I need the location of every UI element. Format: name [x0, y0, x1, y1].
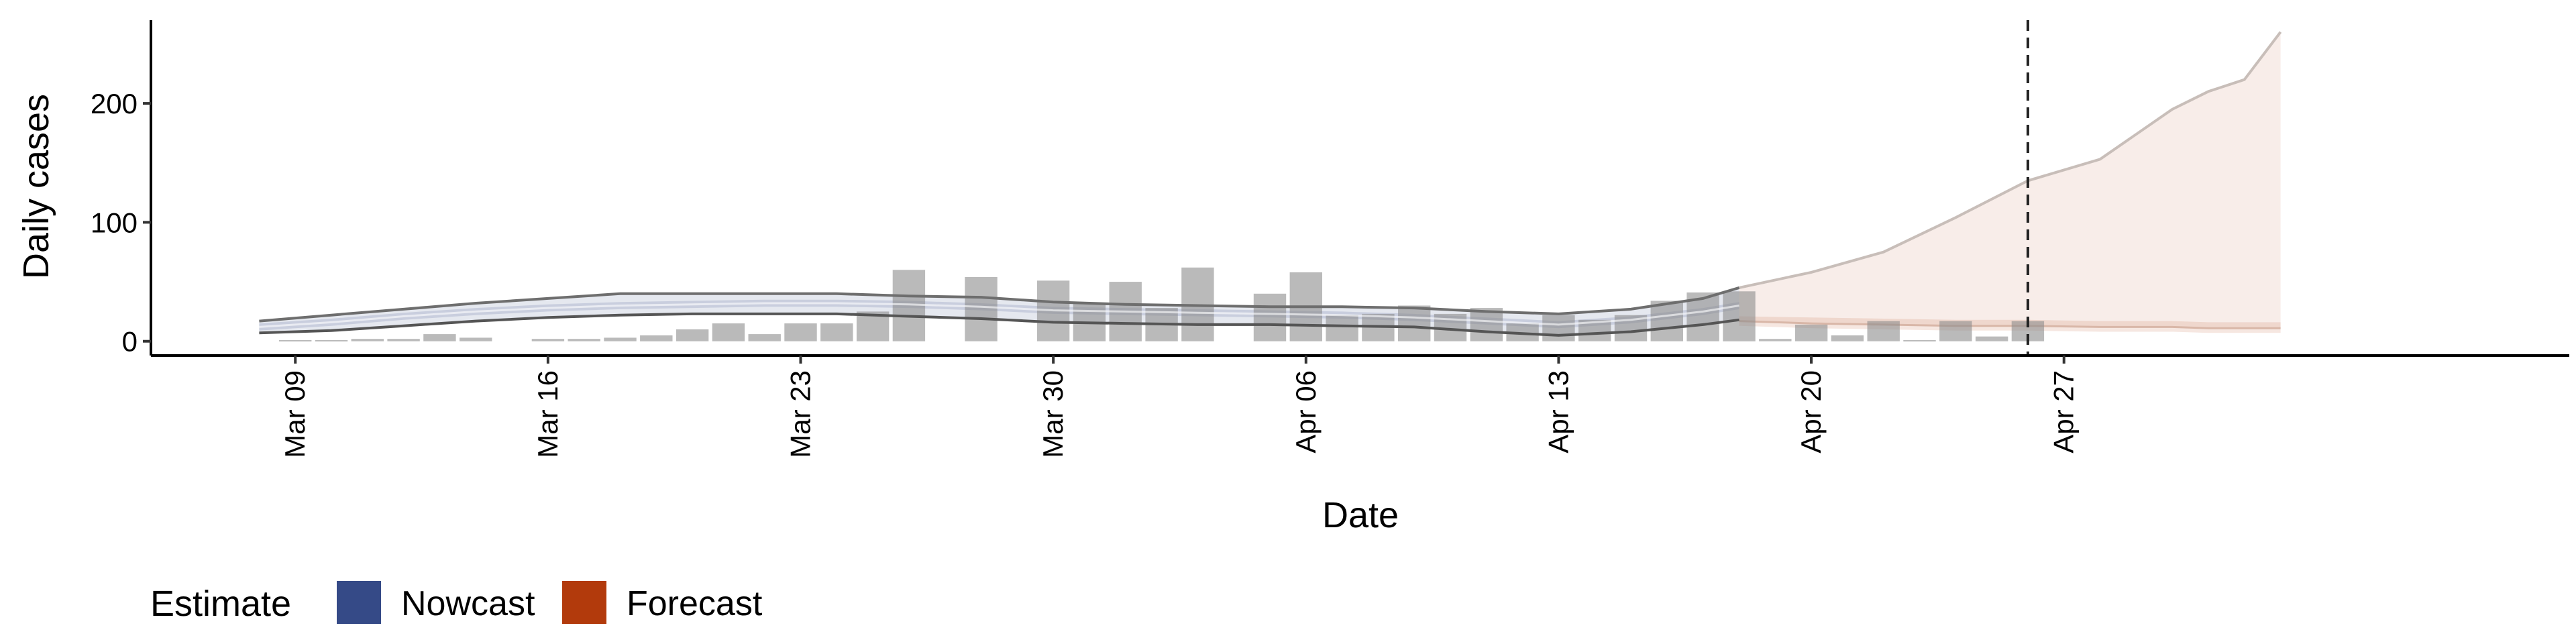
x-tick-label: Apr 13 [1542, 370, 1574, 453]
x-tick-label: Mar 09 [279, 370, 311, 458]
nowcast-upper-line [259, 286, 1740, 323]
x-tick-label: Apr 06 [1290, 370, 1322, 453]
x-tick-label: Apr 27 [2048, 370, 2080, 453]
legend-label-forecast: Forecast [627, 584, 763, 623]
legend-key-nowcast [337, 581, 381, 624]
reported-cases-bar [1542, 315, 1575, 341]
plot-area [259, 20, 2282, 356]
reported-cases-bar [315, 340, 348, 341]
y-tick-label: 100 [91, 207, 138, 238]
x-tick-label: Apr 20 [1795, 370, 1827, 453]
reported-cases-bar [423, 334, 456, 341]
reported-cases-bar [1650, 301, 1683, 341]
reported-cases-bar [568, 339, 600, 341]
reported-cases-bar [460, 337, 492, 341]
reported-cases-bar [784, 323, 817, 341]
reported-cases-bar [1398, 305, 1431, 341]
reported-cases-bar [351, 339, 384, 341]
reported-cases-bar [531, 339, 565, 341]
y-tick-label: 0 [122, 326, 138, 358]
reported-cases-bar [1253, 293, 1287, 341]
reported-cases-bar [1794, 324, 1828, 341]
forecast-lower-line [1739, 320, 2281, 329]
reported-cases-bar [1326, 315, 1358, 341]
y-axis-title: Daily cases [16, 94, 56, 279]
reported-cases-bar [676, 329, 709, 341]
axes: 0 100 200 Mar 09 Mar 16 Mar 23 Mar 30 Apr 06 Apr… [91, 20, 2569, 458]
reported-cases-bar [387, 339, 420, 341]
reported-cases-bar [1723, 291, 1756, 341]
reported-cases-bar [1975, 336, 2008, 341]
reported-cases-bar [279, 340, 312, 341]
reported-cases-bar [1867, 321, 1900, 341]
reported-cases-bar [1831, 335, 1864, 341]
reported-cases-bar [820, 323, 853, 341]
x-tick-label: Mar 16 [532, 370, 564, 458]
forecast-band-90 [1739, 32, 2281, 329]
reported-cases-bar [1903, 340, 1936, 341]
nowcast-band-inner [259, 299, 1739, 331]
reported-cases-bar [1939, 321, 1972, 341]
reported-cases-bar [965, 277, 998, 341]
x-tick-label: Mar 30 [1037, 370, 1069, 458]
reported-cases-bar [1759, 339, 1792, 341]
reported-cases-bar [604, 337, 637, 341]
legend-key-forecast [562, 581, 606, 624]
nowcast-lower-line [259, 312, 1739, 337]
reported-cases-bar [748, 334, 781, 341]
legend: Estimate Nowcast Forecast [150, 581, 763, 624]
x-axis-title: Date [1322, 495, 1399, 535]
reported-cases-bar [712, 323, 745, 341]
reported-cases-bar [1470, 308, 1503, 341]
reported-cases-bar [640, 335, 673, 341]
forecast-upper-line [1739, 31, 2282, 289]
nowcast-median-line [259, 302, 1739, 328]
y-tick-label: 200 [91, 88, 138, 119]
legend-title: Estimate [150, 584, 291, 624]
legend-label-nowcast: Nowcast [401, 584, 535, 623]
x-tick-label: Mar 23 [785, 370, 816, 458]
